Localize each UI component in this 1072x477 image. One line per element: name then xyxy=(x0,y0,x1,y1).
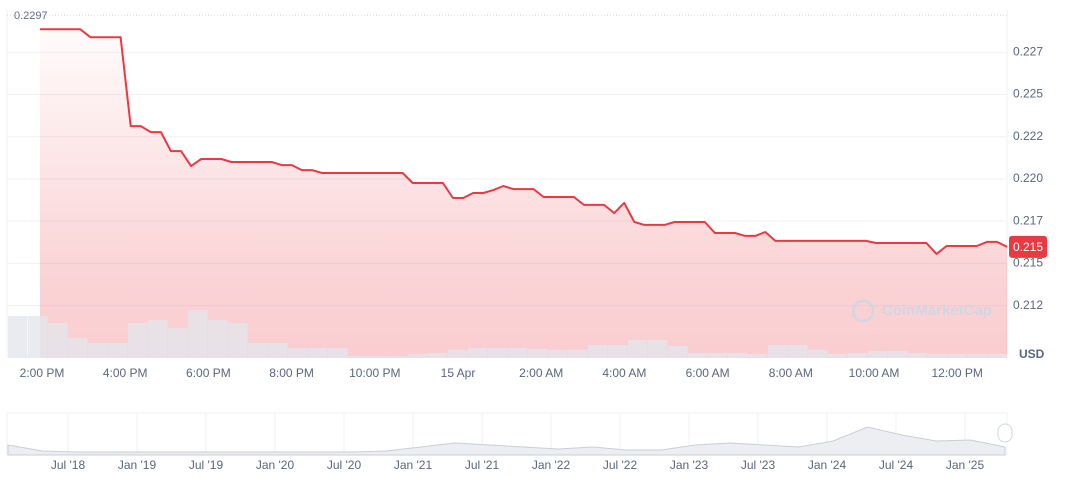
x-tick-label: 10:00 PM xyxy=(349,366,400,380)
volume-bar xyxy=(508,348,528,358)
volume-bar xyxy=(248,343,268,358)
volume-bar xyxy=(928,354,948,358)
y-tick-label: 0.227 xyxy=(1013,44,1043,58)
y-tick-label: 0.222 xyxy=(1013,129,1043,143)
y-tick-label: 0.212 xyxy=(1013,298,1043,312)
volume-bar xyxy=(388,356,408,358)
volume-bar xyxy=(848,353,868,358)
volume-bar xyxy=(288,348,308,358)
navigator-label: Jan '25 xyxy=(946,458,985,472)
volume-bar xyxy=(808,350,828,358)
volume-bar xyxy=(468,348,488,358)
navigator-label: Jul '19 xyxy=(189,458,224,472)
navigator-label: Jan '24 xyxy=(808,458,847,472)
volume-bar xyxy=(728,353,748,358)
volume-bar xyxy=(128,323,148,358)
price-line xyxy=(40,28,1008,255)
price-tag xyxy=(1009,235,1047,258)
volume-bar xyxy=(868,351,888,358)
navigator-label: Jan '19 xyxy=(118,458,157,472)
navigator-label: Jul '21 xyxy=(465,458,500,472)
volume-bar xyxy=(88,343,108,358)
navigator-area xyxy=(7,426,1006,456)
navigator-label: Jul '18 xyxy=(51,458,86,472)
volume-bar xyxy=(828,354,848,358)
navigator-label: Jan '23 xyxy=(670,458,709,472)
volume-bar xyxy=(908,353,928,358)
y-tick-label: 0.225 xyxy=(1013,87,1043,101)
volume-bar xyxy=(668,346,688,358)
price-tag-label: 0.215 xyxy=(1013,240,1043,254)
high-label: 0.2297 xyxy=(14,10,48,22)
volume-bar xyxy=(348,356,368,358)
volume-bar xyxy=(268,343,288,358)
watermark-logo xyxy=(851,299,875,323)
x-tick-label: 12:00 PM xyxy=(932,366,983,380)
volume-bar xyxy=(188,310,208,358)
x-tick-label: 15 Apr xyxy=(441,366,476,380)
navigator-label: Jul '20 xyxy=(327,458,362,472)
currency-label: USD xyxy=(1019,347,1045,361)
x-tick-label: 8:00 PM xyxy=(269,366,314,380)
price-area xyxy=(40,29,1007,359)
volume-bar xyxy=(408,354,428,358)
volume-bar xyxy=(488,348,508,358)
volume-bar xyxy=(368,356,388,358)
navigator-label: Jul '22 xyxy=(603,458,638,472)
volume-bar xyxy=(228,323,248,358)
watermark-text: CoinMarketCap xyxy=(882,302,992,319)
volume-bar xyxy=(108,343,128,358)
navigator-label: Jan '21 xyxy=(394,458,433,472)
y-tick-label: 0.220 xyxy=(1013,171,1043,185)
volume-bar xyxy=(648,340,668,358)
x-tick-label: 10:00 AM xyxy=(849,366,900,380)
volume-bar xyxy=(168,328,188,358)
volume-bar xyxy=(208,320,228,358)
volume-bar xyxy=(328,348,348,358)
navigator-label: Jul '23 xyxy=(741,458,776,472)
y-tick-label: 0.217 xyxy=(1013,213,1043,227)
y-tick-label: 0.215 xyxy=(1013,256,1043,270)
volume-bar xyxy=(548,350,568,358)
volume-bar xyxy=(28,316,48,358)
x-tick-label: 2:00 AM xyxy=(519,366,563,380)
volume-bar xyxy=(8,316,28,358)
volume-bar xyxy=(968,354,988,358)
watermark: CoinMarketCap xyxy=(851,299,992,323)
x-tick-label: 6:00 PM xyxy=(186,366,231,380)
x-tick-label: 4:00 AM xyxy=(602,366,646,380)
volume-bar xyxy=(688,353,708,358)
volume-bar xyxy=(628,340,648,358)
volume-bar xyxy=(608,345,628,358)
x-tick-label: 2:00 PM xyxy=(20,366,65,380)
volume-bar xyxy=(568,350,588,358)
volume-bar xyxy=(148,320,168,358)
navigator-label: Jul '24 xyxy=(879,458,914,472)
volume-bar xyxy=(988,354,1008,358)
volume-bar xyxy=(888,351,908,358)
volume-bar xyxy=(588,345,608,358)
navigator-handle[interactable] xyxy=(997,423,1013,443)
navigator-label: Jan '22 xyxy=(532,458,571,472)
volume-bar xyxy=(788,345,808,358)
x-tick-label: 4:00 PM xyxy=(103,366,148,380)
volume-bar xyxy=(448,350,468,358)
volume-bar xyxy=(68,338,88,358)
volume-bar xyxy=(528,349,548,358)
x-tick-label: 6:00 AM xyxy=(686,366,730,380)
volume-bar xyxy=(428,353,448,358)
navigator-label: Jan '20 xyxy=(256,458,295,472)
volume-bar xyxy=(308,348,328,358)
volume-bar xyxy=(748,354,768,358)
volume-bar xyxy=(48,323,68,358)
x-tick-label: 8:00 AM xyxy=(769,366,813,380)
volume-bar xyxy=(708,353,728,358)
volume-bar xyxy=(948,354,968,358)
volume-bar xyxy=(768,345,788,358)
